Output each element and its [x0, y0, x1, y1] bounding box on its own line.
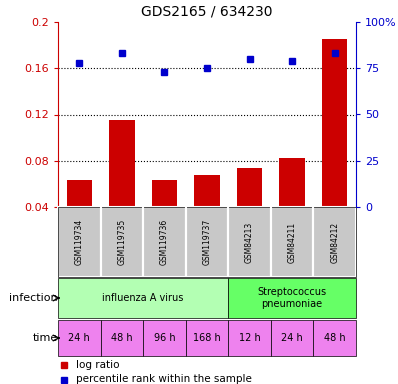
Bar — [58, 320, 101, 356]
Text: infection: infection — [10, 293, 58, 303]
Bar — [109, 120, 135, 253]
Bar — [186, 320, 228, 356]
Bar — [279, 159, 305, 253]
Bar — [143, 320, 186, 356]
Bar — [186, 207, 228, 277]
Text: Streptococcus
pneumoniae: Streptococcus pneumoniae — [258, 287, 327, 309]
Bar — [228, 320, 271, 356]
Bar — [271, 320, 314, 356]
Title: GDS2165 / 634230: GDS2165 / 634230 — [141, 4, 273, 18]
Text: GSM84211: GSM84211 — [288, 222, 297, 263]
Text: GSM119737: GSM119737 — [203, 219, 211, 265]
Text: GSM119734: GSM119734 — [75, 219, 84, 265]
Bar — [228, 278, 356, 318]
Bar — [152, 180, 177, 253]
Bar — [66, 180, 92, 253]
Bar — [58, 278, 228, 318]
Bar — [58, 207, 101, 277]
Text: 24 h: 24 h — [281, 333, 303, 343]
Text: 96 h: 96 h — [154, 333, 175, 343]
Text: time: time — [33, 333, 58, 343]
Text: 168 h: 168 h — [193, 333, 221, 343]
Bar — [237, 168, 262, 253]
Text: GSM119736: GSM119736 — [160, 219, 169, 265]
Bar — [143, 207, 186, 277]
Text: 48 h: 48 h — [111, 333, 133, 343]
Bar — [314, 320, 356, 356]
Text: GSM119735: GSM119735 — [117, 219, 126, 265]
Bar — [271, 207, 314, 277]
Bar — [228, 207, 271, 277]
Text: 12 h: 12 h — [239, 333, 260, 343]
Text: log ratio: log ratio — [76, 359, 119, 369]
Bar — [101, 320, 143, 356]
Text: percentile rank within the sample: percentile rank within the sample — [76, 374, 252, 384]
Text: 24 h: 24 h — [68, 333, 90, 343]
Bar — [322, 39, 347, 253]
Text: 48 h: 48 h — [324, 333, 345, 343]
Bar — [101, 207, 143, 277]
Text: GSM84213: GSM84213 — [245, 221, 254, 263]
Text: GSM84212: GSM84212 — [330, 222, 339, 263]
Bar — [314, 207, 356, 277]
Text: influenza A virus: influenza A virus — [102, 293, 184, 303]
Bar — [194, 175, 220, 253]
